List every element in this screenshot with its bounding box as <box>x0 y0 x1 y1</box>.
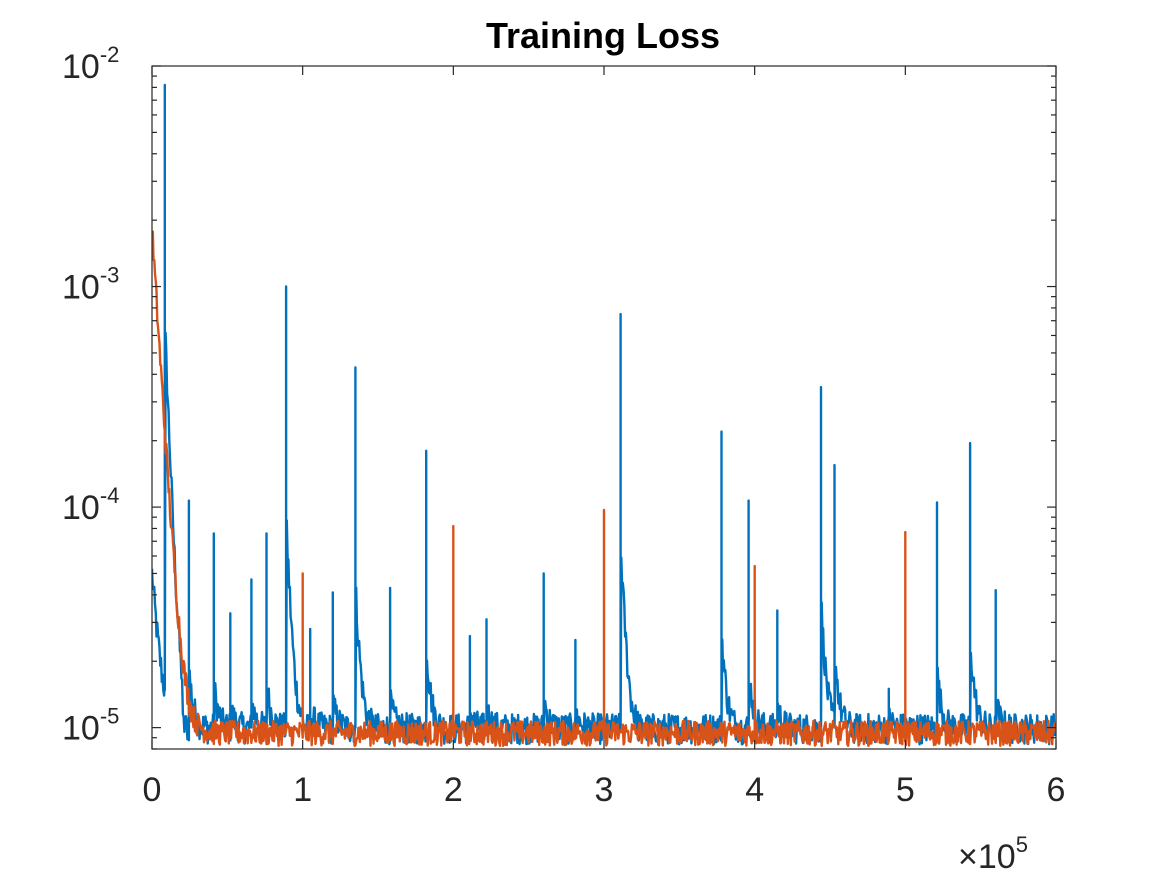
x-tick-labels: 0 1 2 3 4 5 6 <box>143 771 1066 809</box>
x-tick-label: 6 <box>1047 771 1066 809</box>
series-layer <box>152 83 1056 748</box>
y-tick-label: 10-5 <box>62 704 119 748</box>
x-tick-label: 2 <box>444 771 463 809</box>
x-tick-label: 5 <box>896 771 915 809</box>
x-tick-label: 1 <box>293 771 312 809</box>
y-tick-label: 10-4 <box>62 483 119 527</box>
chart-title: Training Loss <box>486 15 720 56</box>
axis-ticks <box>151 65 1057 750</box>
x-tick-label: 3 <box>595 771 614 809</box>
x-axis-multiplier: ×105 <box>958 832 1028 875</box>
x-tick-label: 4 <box>745 771 764 809</box>
series-line-2 <box>152 230 1056 748</box>
y-tick-label: 10-3 <box>62 263 119 307</box>
y-tick-label: 10-2 <box>62 42 119 86</box>
x-tick-label: 0 <box>143 771 162 809</box>
y-tick-labels: 10-5 10-4 10-3 10-2 <box>62 42 119 748</box>
series-line-1 <box>152 83 1056 746</box>
